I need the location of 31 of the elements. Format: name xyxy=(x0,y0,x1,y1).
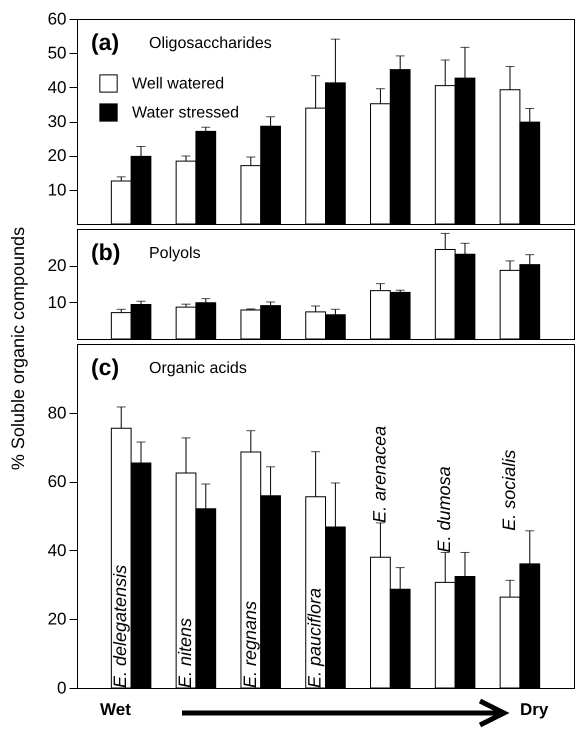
y-tick-label: 20 xyxy=(48,256,66,276)
y-tick-label: 0 xyxy=(57,678,66,698)
y-tick-label: 40 xyxy=(48,540,66,560)
y-tick-label: 80 xyxy=(48,403,66,422)
x-tick-label: E. pauciflora xyxy=(304,588,325,688)
text: Polyols xyxy=(149,245,201,262)
x-tick-label: E. delegatensis xyxy=(110,564,130,688)
chart-title: (b) xyxy=(91,239,120,265)
text: Oligosaccharides xyxy=(149,35,272,52)
x-tick-label: E. arenacea xyxy=(369,426,390,523)
x-tick-label: E. socialis xyxy=(499,450,520,531)
x-tick-label: E. nitens xyxy=(175,618,196,688)
y-tick-label: 60 xyxy=(48,10,66,28)
x-tick-label: E. regnans xyxy=(240,600,260,688)
text: Organic acids xyxy=(149,360,247,377)
x-tick-label: E. dumosa xyxy=(434,466,454,552)
y-tick-label: 40 xyxy=(48,78,66,97)
legend-label: Well watered xyxy=(132,76,224,92)
y-tick-label: 20 xyxy=(48,146,66,166)
text: Dry xyxy=(520,700,548,720)
y-tick-label: 10 xyxy=(48,180,66,200)
y-tick-label: 60 xyxy=(48,472,66,492)
chart-title: (c) xyxy=(91,354,120,380)
text: Wet xyxy=(100,700,131,720)
y-axis-title: % Soluble organic compounds xyxy=(8,226,28,470)
chart-title: (a) xyxy=(91,29,120,55)
y-tick-label: 20 xyxy=(48,610,66,629)
y-tick-label: 10 xyxy=(48,292,66,312)
legend-label: Water stressed xyxy=(132,104,239,122)
y-tick-label: 50 xyxy=(48,44,66,63)
y-tick-label: 30 xyxy=(48,112,66,131)
